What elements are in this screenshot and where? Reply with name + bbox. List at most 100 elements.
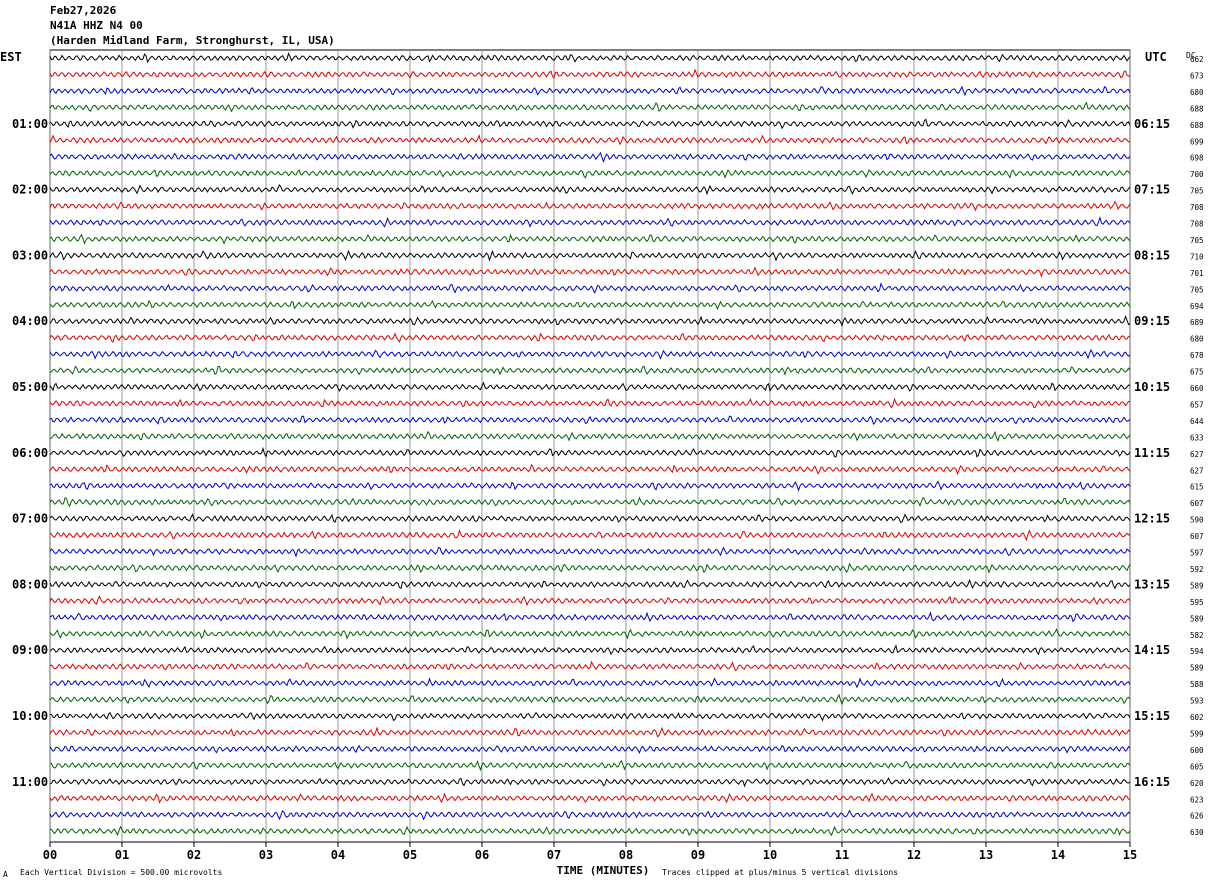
grid-layer — [49, 49, 1131, 847]
dc-offset-label: 607 — [1190, 499, 1204, 508]
est-hour-label: 04:00 — [12, 314, 48, 328]
dc-offset-label: 588 — [1190, 680, 1204, 689]
est-hour-label: 11:00 — [12, 775, 48, 789]
seismic-trace — [49, 332, 1131, 344]
dc-offset-label: 597 — [1190, 549, 1204, 558]
seismic-trace — [49, 777, 1131, 788]
dc-offset-label: 620 — [1190, 779, 1204, 788]
dc-offset-label: 688 — [1190, 104, 1204, 113]
seismic-trace — [49, 299, 1131, 311]
est-hour-label: 06:00 — [12, 446, 48, 460]
seismic-trace — [49, 200, 1131, 212]
dc-offset-label: 607 — [1190, 532, 1204, 541]
dc-offset-label: 660 — [1190, 384, 1204, 393]
seismic-trace — [49, 52, 1131, 63]
seismic-trace — [49, 693, 1131, 706]
utc-hour-label: 06:15 — [1134, 117, 1170, 131]
dc-offset-label: 689 — [1190, 318, 1204, 327]
seismic-trace — [49, 101, 1131, 113]
vertical-division-note: Each Vertical Division = 500.00 microvol… — [20, 868, 223, 877]
seismic-trace — [49, 825, 1131, 837]
utc-hour-label: 10:15 — [1134, 380, 1170, 394]
x-tick-label: 11 — [835, 848, 849, 862]
dc-offset-label: 705 — [1190, 285, 1204, 294]
seismic-trace — [49, 611, 1131, 623]
dc-offset-label: 589 — [1190, 614, 1204, 623]
seismic-trace — [49, 133, 1131, 146]
dc-offset-label: 644 — [1190, 417, 1204, 426]
seismic-trace — [49, 595, 1131, 607]
dc-offset-label: 590 — [1190, 516, 1204, 525]
dc-offset-label: 708 — [1190, 203, 1204, 212]
dc-offset-label: 705 — [1190, 236, 1204, 245]
seismic-trace — [49, 726, 1131, 738]
seismic-trace — [49, 315, 1131, 328]
est-hour-label: 10:00 — [12, 709, 48, 723]
dc-offset-label: 582 — [1190, 631, 1204, 640]
seismic-trace — [50, 677, 1131, 689]
dc-offset-label: 700 — [1190, 170, 1204, 179]
dc-offset-label: 688 — [1190, 121, 1204, 130]
dc-offset-label: 594 — [1190, 647, 1204, 656]
x-tick-label: 09 — [691, 848, 705, 862]
x-tick-label: 13 — [979, 848, 993, 862]
dc-offset-label: 627 — [1190, 450, 1204, 459]
seismic-trace — [49, 168, 1131, 179]
dc-offset-label: 592 — [1190, 565, 1204, 574]
seismic-trace — [49, 627, 1131, 640]
dc-offset-label: 593 — [1190, 697, 1204, 706]
seismic-trace — [49, 85, 1131, 97]
dc-offset-label: 633 — [1190, 433, 1204, 442]
utc-axis-label: UTC — [1145, 50, 1167, 64]
seismic-trace — [49, 546, 1131, 558]
dc-offset-label: 600 — [1190, 746, 1204, 755]
plot-frame — [49, 49, 1131, 843]
seismic-trace — [49, 415, 1131, 426]
seismic-trace — [49, 792, 1131, 804]
seismic-trace — [49, 118, 1131, 130]
station-location: (Harden Midland Farm, Stronghurst, IL, U… — [50, 34, 335, 47]
seismic-trace — [49, 528, 1131, 542]
date-title: Feb27,2026 — [50, 4, 117, 17]
seismic-trace — [49, 282, 1131, 294]
utc-hour-label: 14:15 — [1134, 643, 1170, 657]
dc-offset-label: 673 — [1190, 71, 1204, 80]
x-axis-label: TIME (MINUTES) — [557, 864, 650, 877]
dc-offset-label: 657 — [1190, 400, 1204, 409]
x-tick-label: 02 — [187, 848, 201, 862]
dc-offset-label: 602 — [1190, 713, 1204, 722]
seismic-trace — [49, 249, 1130, 262]
seismic-trace — [49, 660, 1131, 672]
dc-offset-label: 701 — [1190, 269, 1204, 278]
x-tick-label: 00 — [43, 848, 57, 862]
trace-layer — [49, 52, 1131, 837]
seismic-trace — [49, 430, 1131, 442]
seismic-trace — [49, 381, 1131, 393]
dc-offset-label: 615 — [1190, 483, 1204, 492]
seismic-trace — [49, 365, 1131, 376]
dc-offset-label: 662 — [1190, 55, 1204, 64]
x-tick-label: 14 — [1051, 848, 1065, 862]
x-tick-label: 07 — [547, 848, 561, 862]
seismic-trace — [49, 463, 1131, 476]
seismic-trace — [49, 496, 1131, 508]
utc-hour-label: 09:15 — [1134, 314, 1170, 328]
seismic-trace — [49, 397, 1131, 409]
est-hour-label: 09:00 — [12, 643, 48, 657]
x-tick-label: 12 — [907, 848, 921, 862]
seismic-trace — [49, 348, 1131, 360]
dc-offset-label: 626 — [1190, 812, 1204, 821]
utc-hour-label: 15:15 — [1134, 709, 1170, 723]
seismic-trace — [49, 233, 1131, 245]
est-hour-label: 05:00 — [12, 380, 48, 394]
dc-offset-label: 698 — [1190, 154, 1204, 163]
dc-offset-label: 623 — [1190, 795, 1204, 804]
x-tick-label: 08 — [619, 848, 633, 862]
x-tick-label: 15 — [1123, 848, 1137, 862]
seismic-trace — [49, 744, 1131, 754]
seismic-trace — [49, 579, 1131, 590]
station-code: N41A HHZ N4 00 — [50, 19, 143, 32]
utc-hour-label: 08:15 — [1134, 248, 1170, 262]
seismic-trace — [49, 644, 1131, 656]
dc-offset-label: 680 — [1190, 88, 1204, 97]
